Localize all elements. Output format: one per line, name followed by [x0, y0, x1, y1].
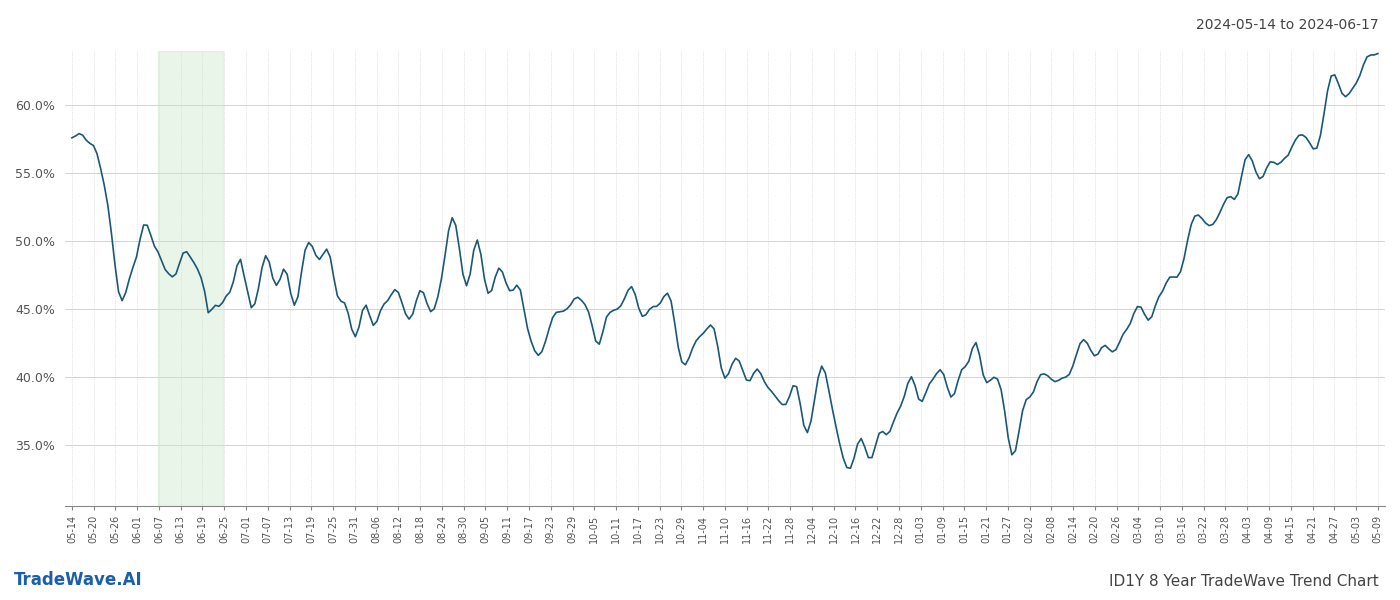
Bar	[158, 51, 223, 506]
Text: TradeWave.AI: TradeWave.AI	[14, 571, 143, 589]
Text: ID1Y 8 Year TradeWave Trend Chart: ID1Y 8 Year TradeWave Trend Chart	[1109, 574, 1379, 589]
Text: 2024-05-14 to 2024-06-17: 2024-05-14 to 2024-06-17	[1197, 18, 1379, 32]
